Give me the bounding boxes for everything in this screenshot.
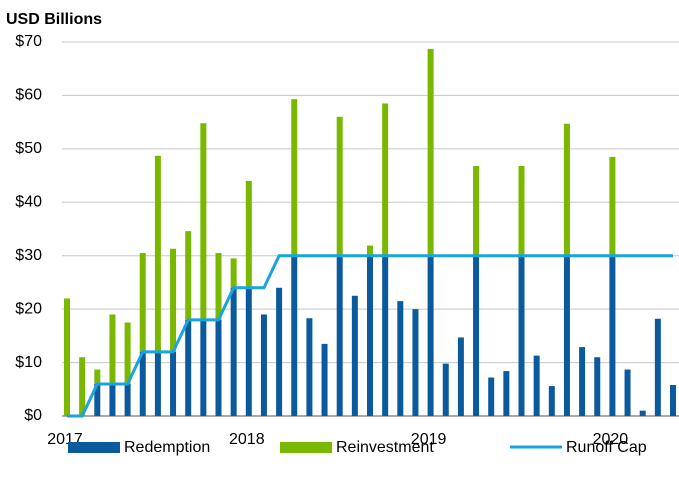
bar (473, 165, 480, 256)
bar (260, 314, 267, 416)
bar (291, 255, 298, 416)
bar (109, 314, 116, 384)
bar (654, 318, 661, 416)
y-tick-label: $70 (15, 33, 42, 50)
bar (609, 156, 616, 256)
bar (276, 287, 283, 416)
y-tick-label: $10 (15, 354, 42, 371)
bar (412, 309, 419, 416)
bar (488, 377, 495, 416)
bar (321, 343, 328, 416)
bar (170, 248, 177, 352)
y-tick-label: $60 (15, 87, 42, 104)
y-tick-label: $30 (15, 247, 42, 264)
bar (245, 287, 252, 416)
bar (230, 287, 237, 416)
bar (124, 322, 131, 384)
bar (185, 231, 192, 320)
bar (533, 355, 540, 416)
bar (548, 386, 555, 416)
bar (185, 319, 192, 416)
bar (306, 318, 313, 416)
bar (139, 253, 146, 352)
bar (518, 255, 525, 416)
legend-label: Redemption (124, 439, 210, 456)
bar (109, 383, 116, 416)
bar (563, 255, 570, 416)
bar (563, 123, 570, 256)
bar (230, 258, 237, 288)
x-tick-label: 2020 (593, 431, 629, 448)
bar (367, 245, 373, 256)
y-tick-label: $50 (15, 140, 42, 157)
legend-swatch (280, 442, 332, 453)
line (67, 254, 673, 418)
bar (200, 123, 207, 320)
bar (382, 103, 389, 256)
bar (215, 319, 222, 416)
bar (518, 165, 525, 256)
bar (442, 363, 449, 416)
legend-label: Runoff Cap (566, 439, 647, 456)
x-tick-label: 2018 (229, 431, 265, 448)
bar (624, 369, 631, 416)
bar (382, 255, 389, 416)
bar (457, 337, 464, 416)
bar (94, 383, 101, 416)
bar (245, 180, 252, 288)
bar (154, 155, 161, 352)
y-tick-label: $20 (15, 300, 42, 317)
bar (427, 48, 434, 256)
bar (639, 410, 646, 416)
bar (124, 383, 131, 416)
bar (609, 255, 616, 416)
bar (215, 253, 222, 320)
bar (336, 255, 343, 416)
y-tick-label: $40 (15, 194, 42, 211)
bar (336, 116, 343, 256)
bar (397, 301, 404, 416)
bar (670, 385, 676, 416)
bar (291, 99, 298, 256)
bar (367, 255, 373, 416)
bar (154, 351, 161, 416)
y-tick-label: $0 (24, 407, 42, 424)
bar (473, 255, 480, 416)
bar (170, 351, 177, 416)
bar (79, 357, 86, 416)
bar (64, 298, 70, 416)
axis-label: USD Billions (6, 11, 102, 28)
bar (200, 319, 207, 416)
bar (579, 347, 586, 416)
bar (139, 351, 146, 416)
legend-label: Reinvestment (336, 439, 434, 456)
bar (427, 255, 434, 416)
bar (94, 369, 101, 384)
bar (594, 357, 601, 416)
bar (503, 371, 510, 416)
x-tick-label: 2019 (411, 431, 447, 448)
legend-swatch (68, 442, 120, 453)
bar (351, 295, 358, 416)
